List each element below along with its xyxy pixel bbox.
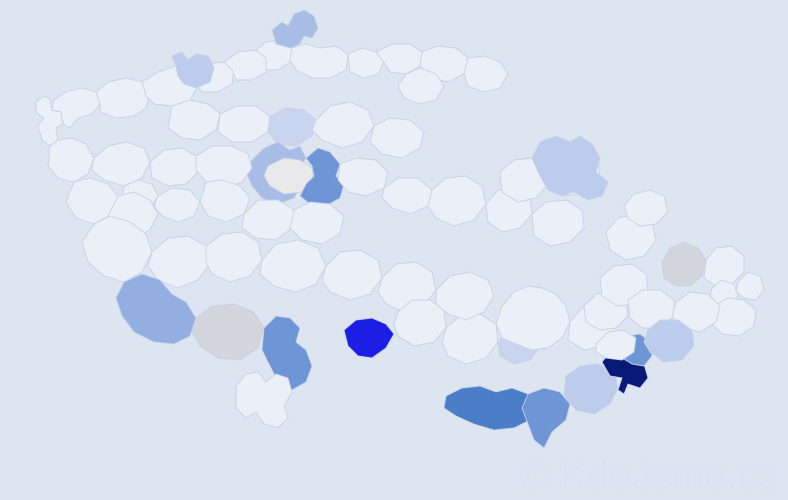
- district-cheb[interactable]: [36, 96, 63, 146]
- district-chrudim[interactable]: [428, 176, 486, 226]
- district-brno-venkov[interactable]: [496, 286, 570, 350]
- district-svitavy[interactable]: [532, 136, 608, 200]
- district-sokolov[interactable]: [52, 88, 100, 128]
- district-karvina[interactable]: [736, 272, 764, 300]
- district-benesov[interactable]: [290, 202, 344, 244]
- district-nachod[interactable]: [464, 56, 508, 92]
- district-decin[interactable]: [272, 10, 318, 48]
- district-bruntal[interactable]: [662, 242, 706, 286]
- district-tachov[interactable]: [48, 138, 94, 182]
- district-mlada-boleslav[interactable]: [312, 102, 374, 148]
- district-layer: [36, 10, 764, 448]
- district-karlovy-vary[interactable]: [96, 78, 150, 118]
- district-pelhrimov[interactable]: [322, 250, 382, 300]
- district-havlickuv-brod[interactable]: [378, 262, 436, 312]
- district-louny[interactable]: [168, 100, 220, 140]
- district-jicin[interactable]: [398, 68, 444, 104]
- district-breclav[interactable]: [522, 388, 570, 448]
- district-vsetin[interactable]: [644, 320, 694, 362]
- district-strakonice[interactable]: [148, 236, 210, 288]
- district-kromeriz[interactable]: [596, 330, 636, 360]
- district-cesky-krumlov[interactable]: [262, 316, 312, 390]
- district-kladno[interactable]: [196, 146, 252, 188]
- district-jesenik[interactable]: [624, 190, 668, 226]
- district-jihlava[interactable]: [394, 300, 446, 346]
- district-rokycany[interactable]: [154, 188, 200, 222]
- district-opava[interactable]: [704, 246, 744, 286]
- district-tabor[interactable]: [260, 240, 326, 292]
- district-usti-nad-orlici[interactable]: [532, 200, 584, 246]
- district-ceska-lipa[interactable]: [290, 44, 348, 78]
- district-hodonin[interactable]: [564, 364, 618, 414]
- district-usti-nad-labem[interactable]: [256, 40, 292, 70]
- district-jablonec[interactable]: [348, 48, 384, 78]
- district-teplice[interactable]: [224, 50, 268, 80]
- district-plzen-sever[interactable]: [92, 142, 150, 186]
- district-ceske-budejovice[interactable]: [192, 304, 264, 360]
- district-melnik[interactable]: [268, 108, 316, 146]
- district-praha-vychod[interactable]: [300, 148, 344, 206]
- district-zdar[interactable]: [436, 272, 494, 320]
- district-klatovy[interactable]: [82, 216, 152, 282]
- district-prachatice[interactable]: [116, 274, 196, 344]
- district-frydek-mistek[interactable]: [710, 298, 756, 336]
- district-nymburk[interactable]: [370, 118, 424, 158]
- district-jindrichuv-hradec[interactable]: [344, 318, 394, 358]
- district-pisek[interactable]: [206, 232, 262, 282]
- district-liberec[interactable]: [172, 52, 214, 88]
- district-lower-southwest[interactable]: [236, 372, 292, 428]
